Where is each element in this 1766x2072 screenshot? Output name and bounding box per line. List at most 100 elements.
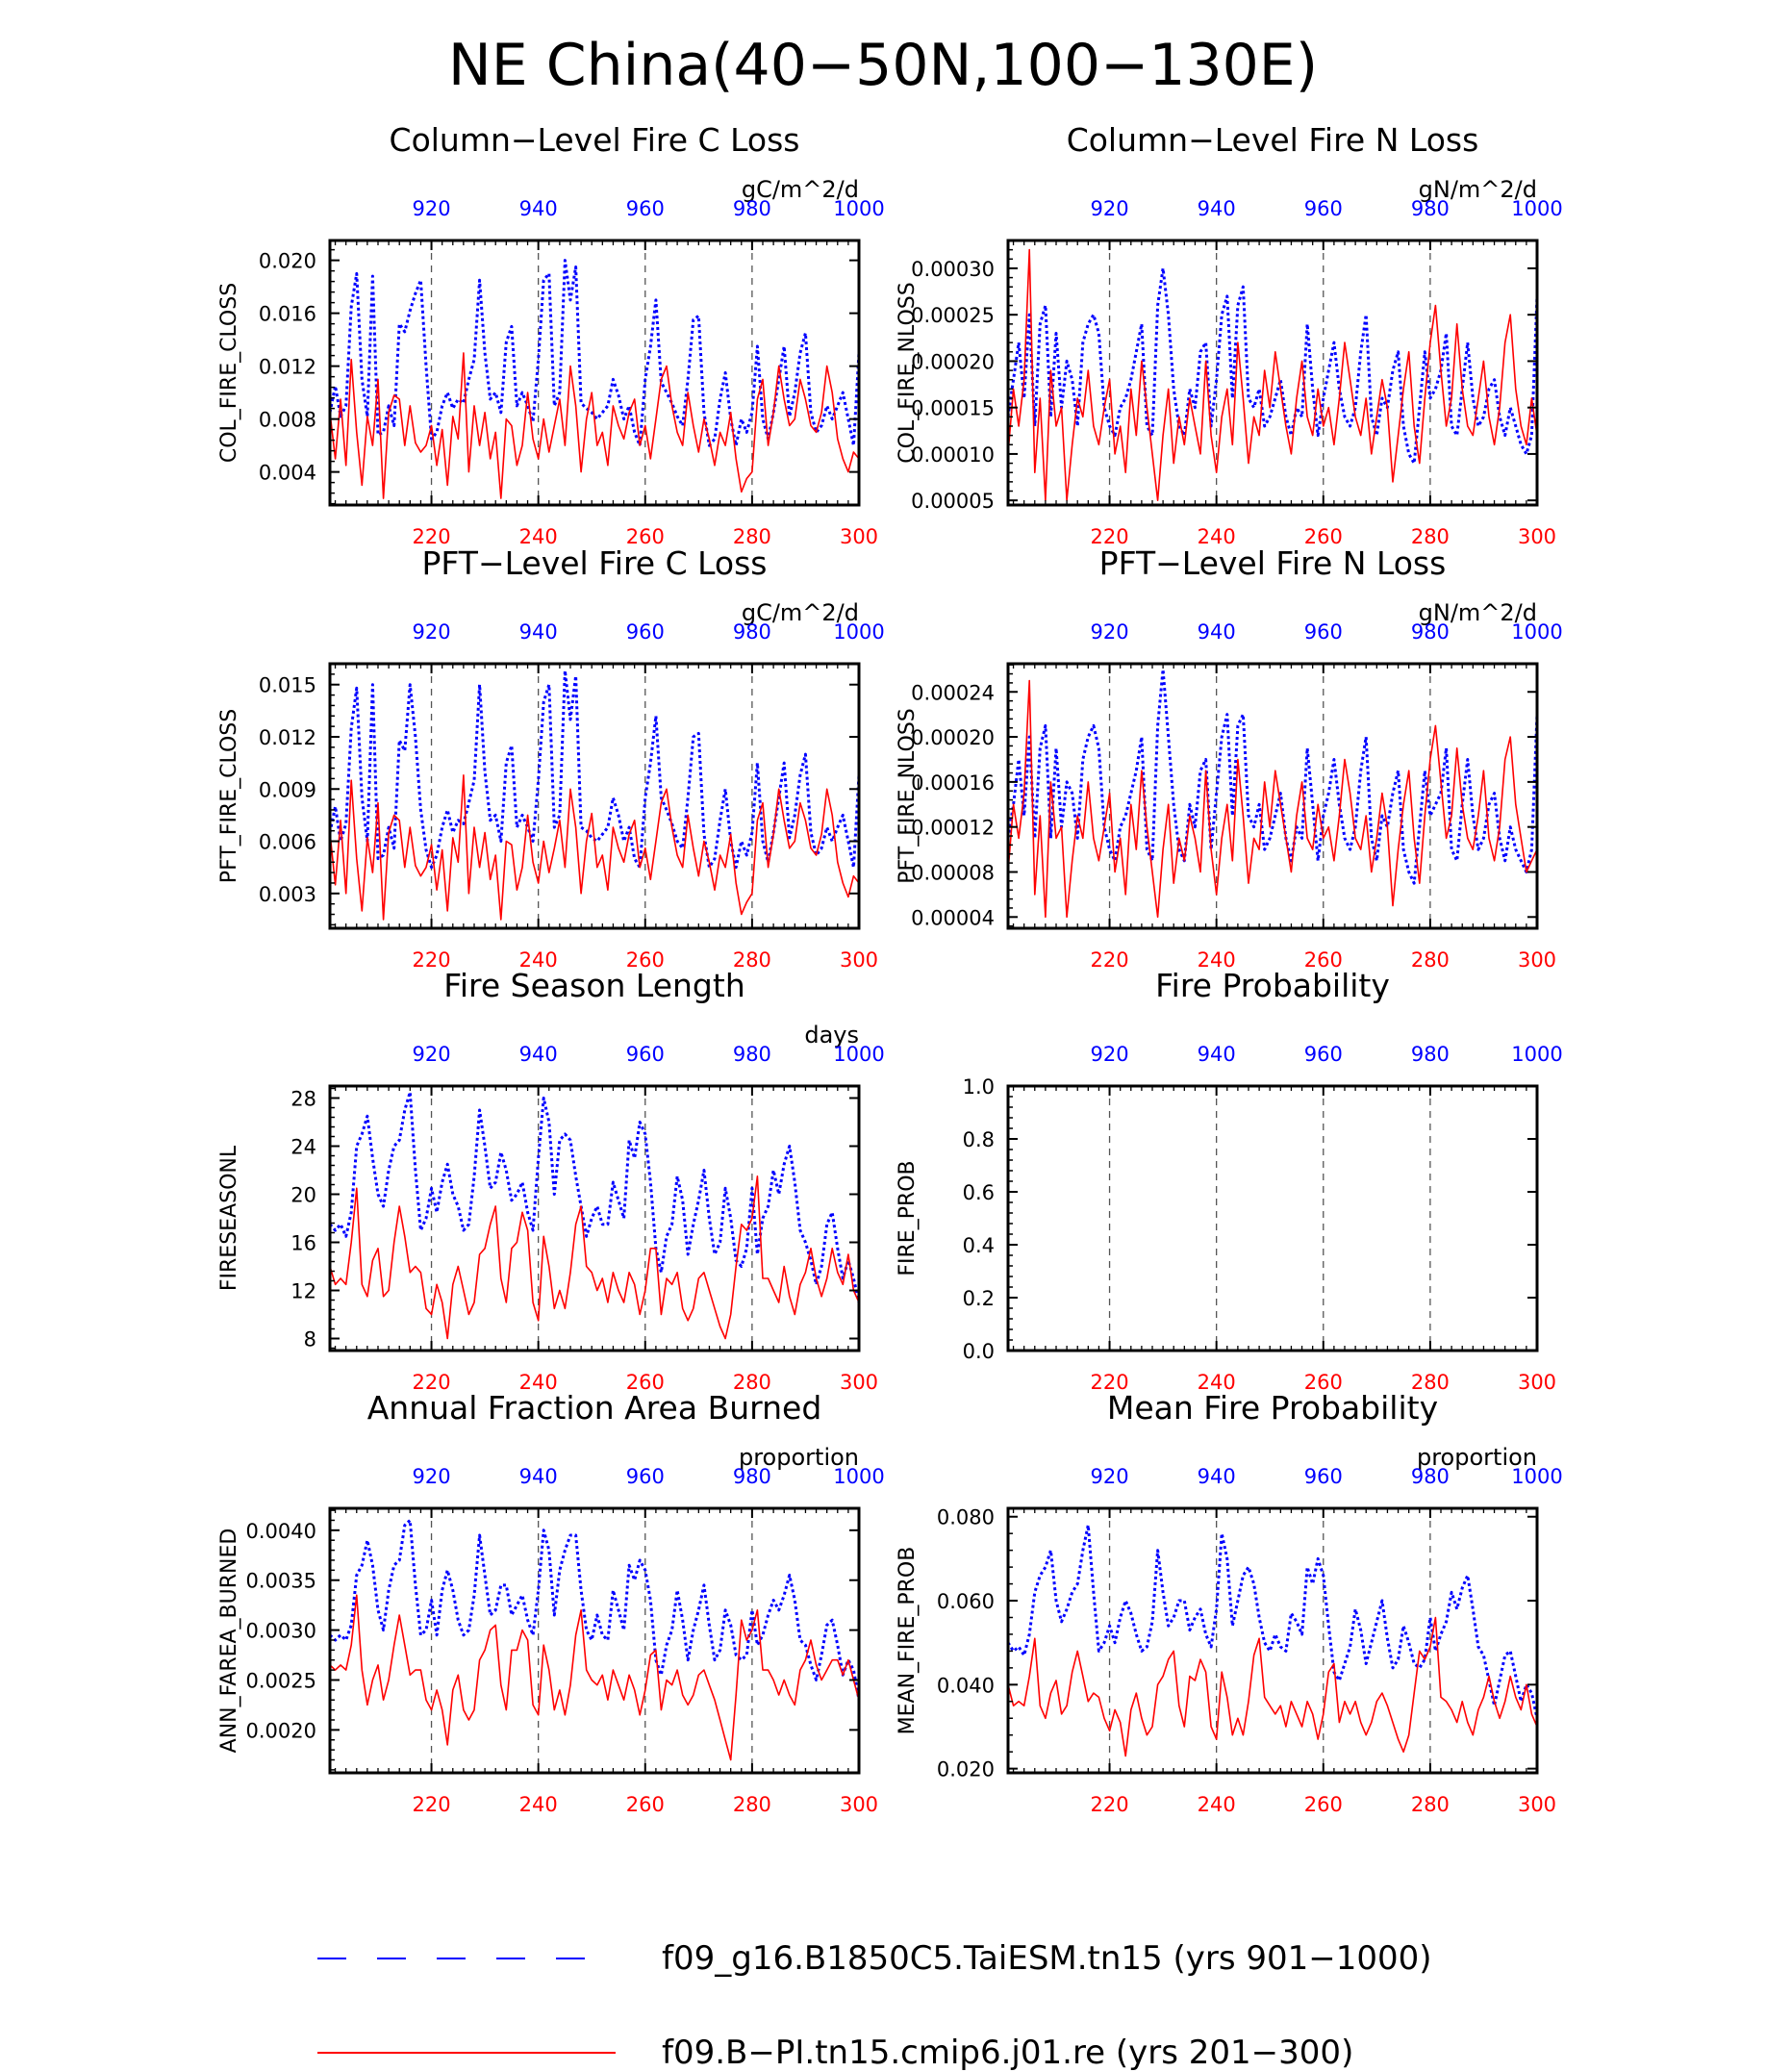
x-tick-label-top: 960 — [626, 620, 665, 644]
units-label: gC/m^2/d — [742, 599, 859, 626]
units-label: gC/m^2/d — [742, 176, 859, 203]
legend: f09_g16.B1850C5.TaiESM.tn15 (yrs 901−100… — [317, 1939, 1432, 2072]
x-tick-label-top: 920 — [1091, 197, 1129, 220]
x-tick-label-top: 960 — [626, 1043, 665, 1066]
y-axis-label: PFT_FIRE_NLOSS — [896, 708, 920, 883]
y-tick-label: 0.00030 — [911, 258, 995, 281]
x-tick-label-top: 1000 — [833, 197, 884, 220]
x-tick-label-bottom: 280 — [1411, 1793, 1450, 1816]
x-tick-label-top: 980 — [1411, 197, 1450, 220]
y-tick-label: 0.00020 — [911, 726, 995, 749]
x-tick-label-top: 920 — [413, 197, 451, 220]
panel-title: PFT−Level Fire C Loss — [421, 544, 767, 582]
x-tick-label-top: 980 — [733, 620, 771, 644]
y-tick-label: 0.080 — [937, 1506, 995, 1529]
plot-frame — [328, 662, 861, 930]
series-line-red — [329, 774, 860, 921]
x-tick-label-top: 940 — [1198, 1465, 1236, 1488]
plot-frame — [1006, 662, 1539, 930]
panel-4: PFT−Level Fire N Loss gN/m^2/d PFT_FIRE_NL… — [896, 544, 1563, 972]
x-tick-label-top: 920 — [413, 1465, 451, 1488]
x-tick-label-bottom: 280 — [1411, 1371, 1450, 1394]
y-tick-label: 0.020 — [937, 1758, 995, 1781]
x-tick-label-top: 940 — [1198, 620, 1236, 644]
y-tick-label: 0.00010 — [911, 443, 995, 467]
x-tick-label-bottom: 300 — [840, 1371, 878, 1394]
x-tick-label-top: 980 — [733, 1465, 771, 1488]
x-tick-label-top: 960 — [1304, 620, 1343, 644]
y-axis-label: ANN_FAREA_BURNED — [217, 1529, 241, 1754]
y-tick-label: 8 — [304, 1328, 316, 1352]
x-tick-label-bottom: 260 — [1304, 948, 1343, 972]
y-tick-label: 0.003 — [259, 883, 316, 906]
y-tick-label: 0.00008 — [911, 861, 995, 884]
x-tick-label-bottom: 240 — [519, 1793, 558, 1816]
y-tick-label: 0.009 — [259, 778, 316, 801]
x-tick-label-top: 1000 — [1511, 197, 1562, 220]
units-label: proportion — [1417, 1444, 1537, 1471]
x-tick-label-top: 980 — [733, 197, 771, 220]
x-tick-label-top: 920 — [1091, 1043, 1129, 1066]
x-tick-label-bottom: 260 — [626, 525, 665, 548]
x-tick-label-bottom: 280 — [733, 525, 771, 548]
x-tick-label-bottom: 220 — [413, 1793, 451, 1816]
x-tick-label-top: 980 — [1411, 620, 1450, 644]
x-tick-label-bottom: 220 — [1091, 1371, 1129, 1394]
x-tick-label-top: 940 — [1198, 197, 1236, 220]
x-tick-label-bottom: 240 — [519, 948, 558, 972]
y-tick-label: 24 — [290, 1136, 316, 1159]
x-tick-label-bottom: 260 — [1304, 1371, 1343, 1394]
x-tick-label-top: 960 — [1304, 1043, 1343, 1066]
y-tick-label: 0.0 — [963, 1340, 995, 1363]
x-tick-label-bottom: 240 — [1198, 1793, 1236, 1816]
series-line-blue — [1006, 668, 1539, 885]
series-line-red — [1007, 679, 1538, 919]
y-tick-label: 0.040 — [937, 1674, 995, 1697]
x-tick-label-top: 980 — [1411, 1465, 1450, 1488]
x-tick-label-bottom: 220 — [413, 1371, 451, 1394]
x-tick-label-top: 940 — [519, 1465, 558, 1488]
x-tick-label-top: 1000 — [1511, 1465, 1562, 1488]
x-tick-label-bottom: 280 — [733, 1371, 771, 1394]
series-line-red — [329, 1594, 860, 1761]
x-tick-label-bottom: 300 — [840, 525, 878, 548]
plot-frame — [1006, 239, 1539, 507]
y-axis-label: FIRESEASONL — [217, 1145, 241, 1291]
x-tick-label-bottom: 280 — [1411, 525, 1450, 548]
y-tick-label: 0.006 — [259, 831, 316, 854]
x-tick-label-top: 980 — [1411, 1043, 1450, 1066]
y-tick-label: 0.00024 — [911, 681, 995, 704]
x-tick-label-bottom: 240 — [1198, 948, 1236, 972]
y-tick-label: 12 — [290, 1280, 316, 1303]
x-tick-label-top: 940 — [519, 197, 558, 220]
x-tick-label-bottom: 300 — [1518, 1793, 1556, 1816]
panels: Column−Level Fire C Loss gC/m^2/d COL_FIRE… — [217, 121, 1563, 1816]
y-tick-label: 0.2 — [963, 1287, 995, 1310]
x-tick-label-bottom: 260 — [1304, 1793, 1343, 1816]
figure-title: NE China(40−50N,100−130E) — [448, 32, 1318, 99]
panel-title: Column−Level Fire C Loss — [390, 121, 800, 159]
x-tick-label-bottom: 220 — [1091, 1793, 1129, 1816]
y-tick-label: 0.00004 — [911, 906, 995, 929]
panel-title: Mean Fire Probability — [1107, 1389, 1438, 1427]
x-tick-label-bottom: 280 — [1411, 948, 1450, 972]
plot-frame — [1006, 1084, 1539, 1352]
x-tick-label-bottom: 260 — [626, 1371, 665, 1394]
x-tick-label-bottom: 280 — [733, 1793, 771, 1816]
panel-6: Fire Probability FIRE_PROB 0.0 0.2 0.4 0.6 0.8… — [896, 967, 1563, 1394]
panel-3: PFT−Level Fire C Loss gC/m^2/d PFT_FIRE_CL… — [217, 544, 885, 972]
panel-title: Fire Probability — [1155, 967, 1390, 1004]
panel-8: Mean Fire Probability proportion MEAN_FIRE… — [896, 1389, 1563, 1816]
x-tick-label-top: 960 — [626, 197, 665, 220]
x-tick-label-bottom: 240 — [1198, 525, 1236, 548]
panel-7: Annual Fraction Area Burned proportion ANN… — [217, 1389, 885, 1816]
x-tick-label-top: 920 — [1091, 1465, 1129, 1488]
plot-frame — [1006, 1506, 1539, 1775]
units-label: days — [804, 1022, 859, 1049]
x-tick-label-top: 940 — [1198, 1043, 1236, 1066]
y-tick-label: 28 — [290, 1088, 316, 1111]
y-axis-label: COL_FIRE_CLOSS — [217, 283, 241, 463]
y-tick-label: 0.012 — [259, 726, 316, 749]
x-tick-label-top: 1000 — [1511, 620, 1562, 644]
